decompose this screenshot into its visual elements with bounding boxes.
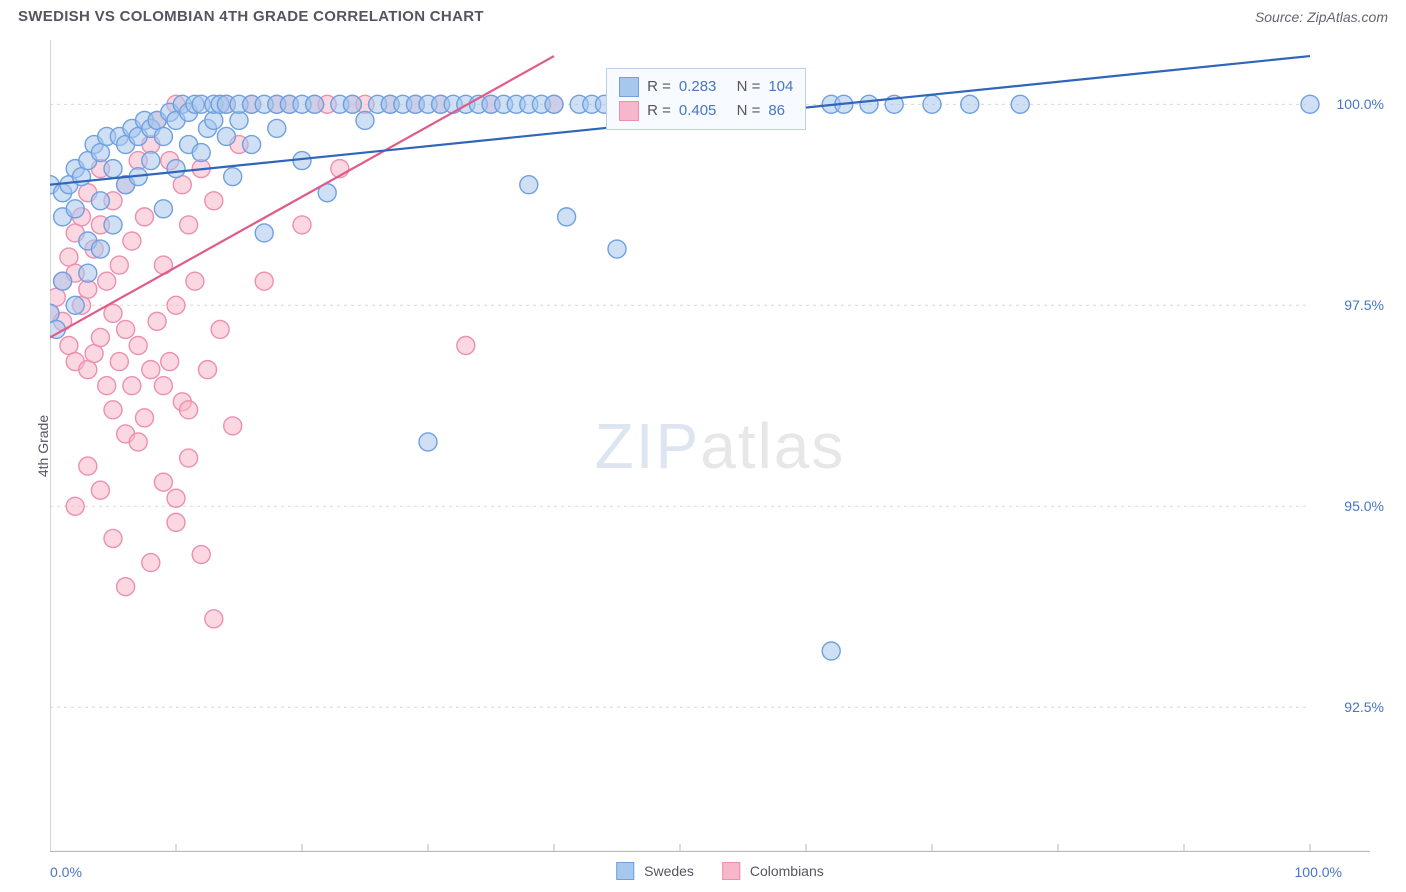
scatter-plot	[50, 40, 1390, 852]
swatch-series2-icon	[619, 101, 639, 121]
legend-label-series1: Swedes	[644, 863, 694, 879]
stats-row-series2: R = 0.405 N = 86	[619, 99, 793, 123]
r-label: R =	[647, 99, 671, 123]
n-value-series1: 104	[768, 75, 793, 99]
x-axis-min-label: 0.0%	[50, 864, 82, 880]
chart-title: SWEDISH VS COLOMBIAN 4TH GRADE CORRELATI…	[18, 8, 484, 25]
r-label: R =	[647, 75, 671, 99]
legend: Swedes Colombians	[616, 862, 824, 880]
y-tick-label: 92.5%	[1344, 699, 1384, 715]
r-value-series2: 0.405	[679, 99, 717, 123]
n-value-series2: 86	[768, 99, 785, 123]
y-tick-label: 95.0%	[1344, 498, 1384, 514]
swatch-series2-icon	[722, 862, 740, 880]
y-tick-label: 97.5%	[1344, 297, 1384, 313]
swatch-series1-icon	[616, 862, 634, 880]
chart-area: 4th Grade ZIPatlas 92.5%95.0%97.5%100.0%…	[50, 40, 1390, 852]
legend-item-series1: Swedes	[616, 862, 694, 880]
y-tick-label: 100.0%	[1337, 96, 1384, 112]
stats-row-series1: R = 0.283 N = 104	[619, 75, 793, 99]
n-label: N =	[737, 99, 761, 123]
y-axis-label: 4th Grade	[35, 415, 51, 477]
stats-box: R = 0.283 N = 104 R = 0.405 N = 86	[606, 68, 806, 130]
legend-label-series2: Colombians	[750, 863, 824, 879]
r-value-series1: 0.283	[679, 75, 717, 99]
swatch-series1-icon	[619, 77, 639, 97]
source-label: Source: ZipAtlas.com	[1255, 9, 1388, 25]
n-label: N =	[737, 75, 761, 99]
x-axis-max-label: 100.0%	[1295, 864, 1342, 880]
legend-item-series2: Colombians	[722, 862, 824, 880]
